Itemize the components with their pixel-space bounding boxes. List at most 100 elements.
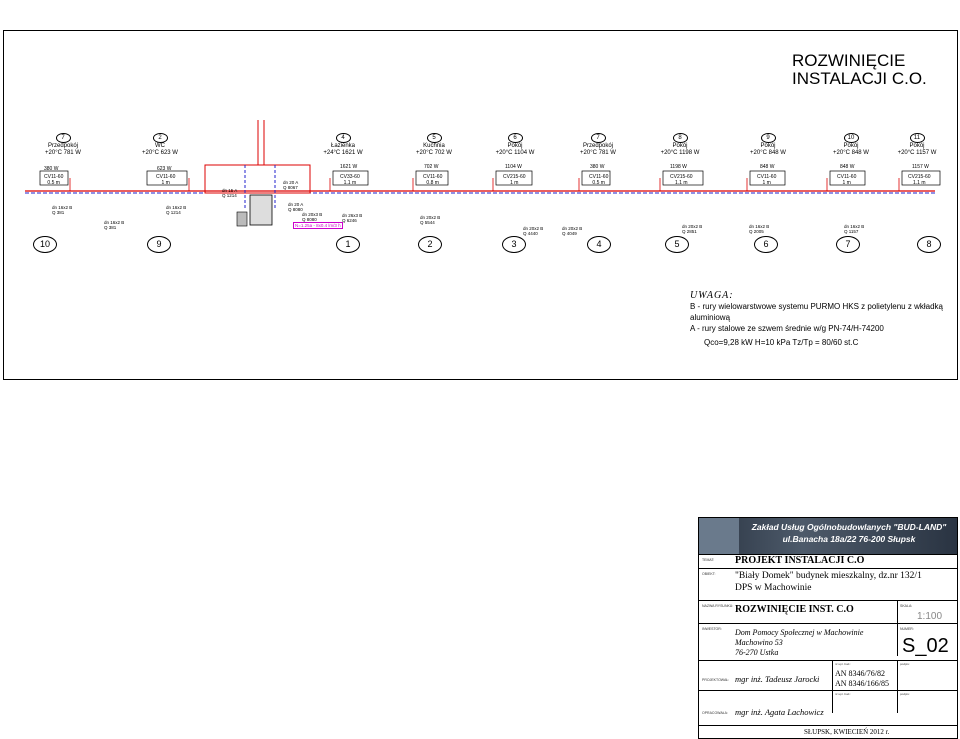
inwestor-value-1: Dom Pomocy Społecznej w Machowinie xyxy=(735,628,864,637)
radiator-label: CV11-60 1 m xyxy=(757,174,777,186)
marker: 2 xyxy=(418,236,442,253)
room-header: 9 Pokój +20°C 848 W xyxy=(750,133,786,156)
room-header: 10 Pokój +20°C 848 W xyxy=(833,133,869,156)
projektowal-value: mgr inż. Tadeusz Jarocki xyxy=(735,674,820,684)
pipe-label: dn 16x2 B Q 1157 xyxy=(844,224,865,234)
radiator-label: 380 W xyxy=(590,164,605,170)
marker: 9 xyxy=(147,236,171,253)
upr-value-1: AN 8346/76/82 xyxy=(835,669,885,678)
numer-label: NUMER: xyxy=(900,627,914,631)
radiator-label: CV215-60 1.1 m xyxy=(908,174,931,186)
inwestor-value-2: Machowino 53 xyxy=(735,638,783,647)
radiator-symbol xyxy=(749,170,786,186)
company-banner: Zakład Usług Ogólnobudowlanych "BUD-LAND… xyxy=(699,518,957,554)
company-logo xyxy=(699,518,739,554)
note-line: A - rury stalowe ze szwem średnie w/g PN… xyxy=(690,324,884,333)
section-markers: 10 9 1 2 3 4 5 6 7 8 xyxy=(0,236,960,256)
marker: 3 xyxy=(502,236,526,253)
company-address: ul.Banacha 18a/22 76-200 Słupsk xyxy=(782,534,916,544)
radiator-symbol xyxy=(829,170,866,186)
skala-value: 1:100 xyxy=(917,611,943,622)
upr-label: nr upr. bud.: xyxy=(835,662,852,666)
radiator-symbol xyxy=(901,170,941,186)
numer-value: S_02 xyxy=(902,635,949,657)
radiator-symbol xyxy=(332,170,369,186)
room-header: 11 Pokój +20°C 1157 W xyxy=(897,133,937,156)
pipe-label: dn 26x3 B Q 6246 xyxy=(342,213,363,223)
pipe-label: dn 20x2 B Q 4049 xyxy=(562,226,583,236)
podpis-label: podpis: xyxy=(900,662,910,666)
inwestor-value-3: 76-270 Ustka xyxy=(735,648,779,657)
radiator-symbol xyxy=(662,170,704,186)
title-block: Zakład Usług Ogólnobudowlanych "BUD-LAND… xyxy=(698,517,958,739)
title-line-1: ROZWINIĘCIE xyxy=(792,51,906,70)
upr-value-2: AN 8346/166/85 xyxy=(835,679,889,688)
pipe-label: dn 20 A Q 8080 xyxy=(288,202,304,212)
room-header: 6 Pokój +20°C 1104 W xyxy=(495,133,535,156)
marker: 7 xyxy=(836,236,860,253)
radiator-label: CV11-60 0.8 m xyxy=(423,174,443,186)
pipe-label: dn 16x2 B Q 381 xyxy=(104,220,125,230)
company-name: Zakład Usług Ogólnobudowlanych "BUD-LAND… xyxy=(751,522,947,532)
radiator-label: CV33-60 1.1 m xyxy=(340,174,360,186)
room-header: 4 Łazienka +24°C 1621 W xyxy=(323,133,363,156)
note-line: B - rury wielowarstwowe systemu PURMO HK… xyxy=(690,302,943,322)
drawing-frame xyxy=(3,30,958,380)
obiekt-label: OBIEKT: xyxy=(702,572,716,576)
projektowal-label: PROJEKTOWAŁ: xyxy=(702,678,730,682)
radiator-label: 1621 W xyxy=(340,164,358,170)
pipe-label: dn 16x2 B Q 1214 xyxy=(166,205,187,215)
pipe-label: dn 20x2 B Q 4440 xyxy=(523,226,544,236)
inwestor-label: INWESTOR: xyxy=(702,627,722,631)
obiekt-value-2: DPS w Machowinie xyxy=(735,583,812,593)
drawing-title: ROZWINIĘCIE INSTALACJI C.O. xyxy=(792,52,927,88)
room-header: 7 Przedpokój +20°C 781 W xyxy=(580,133,616,156)
pipe-label: dn 16x2 B Q 2005 xyxy=(749,224,770,234)
radiator-label: CV11-60 0.5 m xyxy=(44,174,64,186)
radiator-label: 1104 W xyxy=(505,164,522,170)
schematic xyxy=(25,120,941,227)
radiator-label: 1157 W xyxy=(912,164,929,170)
notes-heading: UWAGA: xyxy=(690,290,734,301)
radiator-label: CV11-60 1 m xyxy=(837,174,857,186)
nazwa-label: NAZWA RYSUNKU: xyxy=(702,604,734,608)
podpis-label-2: podpis: xyxy=(900,692,910,696)
opracowala-label: OPRACOWAŁA: xyxy=(702,711,728,715)
marker: 6 xyxy=(754,236,778,253)
notes-block: UWAGA: B - rury wielowarstwowe systemu P… xyxy=(690,290,960,348)
pipe-label: dn 20x3 B Q 8080 xyxy=(302,212,323,222)
pipe-label: dn 20x2 B Q 5544 xyxy=(420,215,441,225)
radiator-label: CV11-60 0.5 m xyxy=(589,174,609,186)
radiator-symbol xyxy=(415,170,449,186)
marker: 4 xyxy=(587,236,611,253)
radiator-label: 848 W xyxy=(840,164,855,170)
marker: 5 xyxy=(665,236,689,253)
room-header: 7 Przedpokój +20°C 781 W xyxy=(45,133,81,156)
room-header: 5 Kuchnia +20°C 702 W xyxy=(416,133,452,156)
radiator-label: CV215-60 1 m xyxy=(503,174,526,186)
pipe-label: dn 16x2 B Q 381 xyxy=(52,205,73,215)
upr-label-2: nr upr. bud.: xyxy=(835,692,852,696)
temat-label: TEMAT: xyxy=(702,558,715,562)
radiator-symbol xyxy=(581,170,611,186)
nazwa-value: ROZWINIĘCIE INST. C.O xyxy=(735,604,854,615)
radiator-label: 380 W xyxy=(44,166,59,172)
pipe-label: dn 20 A Q 8067 xyxy=(283,180,299,190)
radiator-label: 702 W xyxy=(424,164,439,170)
radiator-symbol xyxy=(495,170,533,186)
opracowala-value: mgr inż. Agata Lachowicz xyxy=(735,707,824,717)
boiler-icon xyxy=(249,194,273,226)
pipe-label: dn 20x2 B Q 2851 xyxy=(682,224,703,234)
tank-icon xyxy=(236,211,248,227)
skala-label: SKALA: xyxy=(900,604,913,608)
room-header: 2 WC +20°C 623 W xyxy=(142,133,178,156)
marker: 8 xyxy=(917,236,941,253)
place-date: SŁUPSK, KWIECIEŃ 2012 r. xyxy=(804,728,890,736)
radiator-symbol xyxy=(39,170,69,186)
radiator-label: 848 W xyxy=(760,164,775,170)
radiator-label: CV215-60 1.1 m xyxy=(670,174,693,186)
title-line-2: INSTALACJI C.O. xyxy=(792,69,927,88)
marker: 10 xyxy=(33,236,57,253)
pipe-label: dn 15 A Q 1214 xyxy=(222,188,238,198)
radiator-label: 623 W xyxy=(157,166,172,172)
